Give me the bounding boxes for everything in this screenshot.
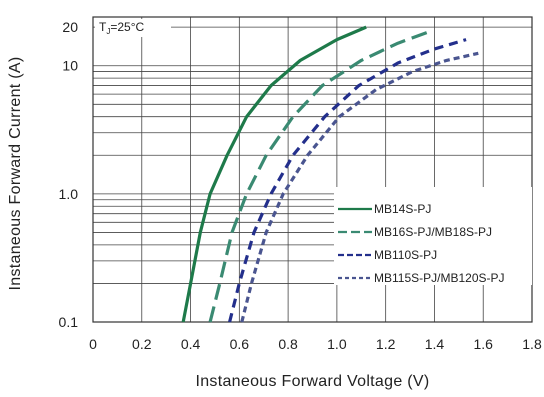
x-tick-label: 1.4	[425, 336, 445, 352]
y-tick-label: 1.0	[59, 186, 79, 202]
x-axis-label: Instaneous Forward Voltage (V)	[195, 373, 429, 390]
temperature-label-rest: =25°C	[110, 20, 144, 34]
x-tick-label: 1.2	[376, 336, 396, 352]
series-line-3	[228, 38, 467, 323]
x-tick-label: 0.6	[230, 336, 250, 352]
series-line-4	[240, 51, 479, 323]
y-tick-labels: 0.1 1.0 10 20	[59, 19, 79, 330]
series-line-1	[181, 25, 367, 323]
temperature-label-sub: J	[106, 27, 110, 36]
temperature-label-main: T	[99, 20, 107, 34]
series-line-2	[208, 29, 431, 323]
x-tick-label: 0	[89, 336, 97, 352]
y-tick-label: 20	[62, 19, 78, 35]
y-tick-label: 0.1	[59, 314, 79, 330]
x-tick-label: 1.6	[473, 336, 493, 352]
x-tick-label: 0.2	[132, 336, 152, 352]
legend-label-4: MB115S-PJ/MB120S-PJ	[374, 271, 505, 285]
legend-label-1: MB14S-PJ	[374, 202, 431, 216]
x-tick-label: 1.0	[327, 336, 347, 352]
legend-label-3: MB110S-PJ	[374, 248, 437, 262]
legend-background	[334, 187, 532, 285]
temperature-label: TJ=25°C	[99, 20, 144, 36]
legend: MB14S-PJ MB16S-PJ/MB18S-PJ MB110S-PJ MB115S…	[334, 187, 532, 285]
legend-label-2: MB16S-PJ/MB18S-PJ	[374, 225, 492, 239]
y-axis-label: Instaneous Forward Current (A)	[7, 57, 24, 291]
curves	[181, 25, 479, 323]
x-tick-label: 1.8	[522, 336, 542, 352]
x-tick-label: 0.8	[278, 336, 298, 352]
plot-frame	[92, 16, 533, 323]
x-tick-label: 0.4	[181, 336, 201, 352]
temperature-annotation: TJ=25°C	[95, 19, 171, 37]
x-tick-labels: 0 0.2 0.4 0.6 0.8 1.0 1.2 1.4 1.6 1.8	[89, 336, 542, 352]
y-tick-label: 10	[62, 58, 78, 74]
